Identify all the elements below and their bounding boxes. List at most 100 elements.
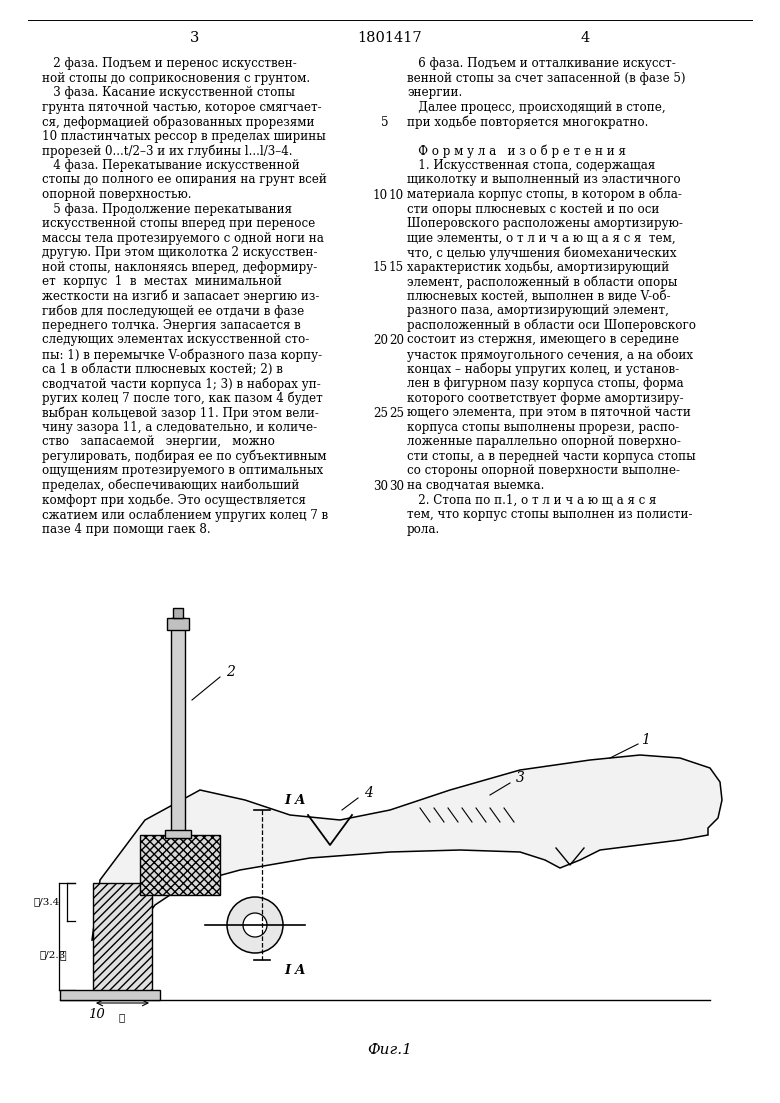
Text: 20: 20 [389,334,404,347]
Text: 4: 4 [363,786,372,800]
Text: на сводчатая выемка.: на сводчатая выемка. [407,479,544,492]
Text: 1801417: 1801417 [358,31,422,45]
Text: рола.: рола. [407,523,440,536]
Text: со стороны опорной поверхности выполне-: со стороны опорной поверхности выполне- [407,464,680,478]
Text: 3: 3 [516,771,524,785]
Bar [171,618,185,838]
Text: 15: 15 [373,261,388,275]
Text: сти стопы, а в передней части корпуса стопы: сти стопы, а в передней части корпуса ст… [407,450,696,463]
Text: искусственной стопы вперед при переносе: искусственной стопы вперед при переносе [42,217,315,231]
Polygon shape [140,835,220,895]
Text: Фиг.1: Фиг.1 [367,1043,413,1057]
Text: ной стопы, наклоняясь вперед, деформиру-: ной стопы, наклоняясь вперед, деформиру- [42,260,317,274]
Text: энергии.: энергии. [407,86,463,99]
Text: гибов для последующей ее отдачи в фазе: гибов для последующей ее отдачи в фазе [42,304,304,318]
Text: ощущениям протезируемого в оптимальных: ощущениям протезируемого в оптимальных [42,464,323,478]
Text: жесткости на изгиб и запасает энергию из-: жесткости на изгиб и запасает энергию из… [42,290,319,303]
Text: 3: 3 [190,31,200,45]
Text: 10: 10 [87,1008,105,1021]
Text: ругих колец 7 после того, как пазом 4 будет: ругих колец 7 после того, как пазом 4 бу… [42,392,323,405]
Text: пы: 1) в перемычке V-образного паза корпу-: пы: 1) в перемычке V-образного паза корп… [42,349,322,362]
Text: участок прямоугольного сечения, а на обоих: участок прямоугольного сечения, а на обо… [407,349,693,362]
Text: при ходьбе повторяется многократно.: при ходьбе повторяется многократно. [407,115,648,129]
Text: 2. Стопа по п.1, о т л и ч а ю щ а я с я: 2. Стопа по п.1, о т л и ч а ю щ а я с я [407,493,657,506]
Text: ℓ/2.3: ℓ/2.3 [40,951,66,960]
Text: состоит из стержня, имеющего в середине: состоит из стержня, имеющего в середине [407,333,679,346]
Text: концах – наборы упругих колец, и установ-: концах – наборы упругих колец, и установ… [407,363,679,376]
Text: 25: 25 [373,407,388,420]
Text: плюсневых костей, выполнен в виде V-об-: плюсневых костей, выполнен в виде V-об- [407,290,671,303]
Text: чину зазора 11, а следовательно, и количе-: чину зазора 11, а следовательно, и колич… [42,420,317,433]
Text: 1: 1 [640,733,650,747]
Text: элемент, расположенный в области опоры: элемент, расположенный в области опоры [407,276,677,289]
Text: которого соответствует форме амортизиру-: которого соответствует форме амортизиру- [407,392,683,405]
Polygon shape [93,884,152,997]
Text: венной стопы за счет запасенной (в фазе 5): венной стопы за счет запасенной (в фазе … [407,72,686,85]
Bar [173,608,183,618]
Text: 10: 10 [373,189,388,202]
Text: 30: 30 [373,480,388,493]
Text: 4: 4 [580,31,590,45]
Text: пазе 4 при помощи гаек 8.: пазе 4 при помощи гаек 8. [42,523,211,536]
Text: лен в фигурном пазу корпуса стопы, форма: лен в фигурном пазу корпуса стопы, форма [407,377,683,390]
Text: характеристик ходьбы, амортизирующий: характеристик ходьбы, амортизирующий [407,260,669,275]
Text: выбран кольцевой зазор 11. При этом вели-: выбран кольцевой зазор 11. При этом вели… [42,406,319,420]
Text: комфорт при ходьбе. Это осуществляется: комфорт при ходьбе. Это осуществляется [42,493,306,507]
Text: ной стопы до соприкосновения с грунтом.: ной стопы до соприкосновения с грунтом. [42,72,310,85]
Text: прорезей 0...t/2–3 и их глубины l...l/3–4.: прорезей 0...t/2–3 и их глубины l...l/3–… [42,144,292,158]
Text: грунта пяточной частью, которое смягчает-: грунта пяточной частью, которое смягчает… [42,100,321,114]
Text: Ф о р м у л а   и з о б р е т е н и я: Ф о р м у л а и з о б р е т е н и я [407,144,626,158]
Text: разного паза, амортизирующий элемент,: разного паза, амортизирующий элемент, [407,304,669,318]
Bar [167,618,189,630]
Text: 15: 15 [389,261,404,275]
Text: ℓ/3.4: ℓ/3.4 [34,898,60,907]
Text: I А: I А [284,964,306,976]
Text: регулировать, подбирая ее по субъективным: регулировать, подбирая ее по субъективны… [42,450,327,463]
Text: 3 фаза. Касание искусственной стопы: 3 фаза. Касание искусственной стопы [42,86,295,99]
Bar [165,829,191,838]
Circle shape [243,913,267,938]
Text: щиколотку и выполненный из эластичного: щиколотку и выполненный из эластичного [407,173,681,186]
Polygon shape [60,990,160,1000]
Text: I А: I А [284,793,306,806]
Text: щие элементы, о т л и ч а ю щ а я с я  тем,: щие элементы, о т л и ч а ю щ а я с я те… [407,232,675,245]
Text: 4 фаза. Перекатывание искусственной: 4 фаза. Перекатывание искусственной [42,159,300,172]
Text: следующих элементах искусственной сто-: следующих элементах искусственной сто- [42,333,309,346]
Text: ет  корпус  1  в  местах  минимальной: ет корпус 1 в местах минимальной [42,276,282,288]
Text: другую. При этом щиколотка 2 искусствен-: другую. При этом щиколотка 2 искусствен- [42,246,317,259]
Text: материала корпус стопы, в котором в обла-: материала корпус стопы, в котором в обла… [407,188,682,202]
Text: 20: 20 [373,334,388,347]
Text: са 1 в области плюсневых костей; 2) в: са 1 в области плюсневых костей; 2) в [42,363,283,375]
Text: сводчатой части корпуса 1; 3) в наборах уп-: сводчатой части корпуса 1; 3) в наборах … [42,377,321,390]
Text: ющего элемента, при этом в пяточной части: ющего элемента, при этом в пяточной част… [407,406,691,419]
Text: массы тела протезируемого с одной ноги на: массы тела протезируемого с одной ноги н… [42,232,324,245]
Text: ℓ: ℓ [119,1013,125,1022]
Text: переднего толчка. Энергия запасается в: переднего толчка. Энергия запасается в [42,319,301,332]
Text: 6 фаза. Подъем и отталкивание искусст-: 6 фаза. Подъем и отталкивание искусст- [407,57,675,69]
Text: ложенные параллельно опорной поверхно-: ложенные параллельно опорной поверхно- [407,436,681,448]
Text: пределах, обеспечивающих наибольший: пределах, обеспечивающих наибольший [42,479,300,492]
Text: 5 фаза. Продолжение перекатывания: 5 фаза. Продолжение перекатывания [42,203,292,215]
Text: ℓ: ℓ [60,951,66,961]
Text: 5: 5 [381,116,388,129]
Text: ся, деформацией образованных прорезями: ся, деформацией образованных прорезями [42,115,314,129]
Text: Шоперовского расположены амортизирую-: Шоперовского расположены амортизирую- [407,217,682,231]
Text: Далее процесс, происходящий в стопе,: Далее процесс, происходящий в стопе, [407,100,665,114]
Text: 30: 30 [389,480,404,493]
Text: корпуса стопы выполнены прорези, распо-: корпуса стопы выполнены прорези, распо- [407,420,679,433]
Text: 10: 10 [389,189,404,202]
Text: 1. Искусственная стопа, содержащая: 1. Искусственная стопа, содержащая [407,159,655,172]
Text: что, с целью улучшения биомеханических: что, с целью улучшения биомеханических [407,246,676,259]
Text: 2: 2 [225,665,235,679]
Text: 10 пластинчатых рессор в пределах ширины: 10 пластинчатых рессор в пределах ширины [42,130,326,142]
Text: сжатием или ослаблением упругих колец 7 в: сжатием или ослаблением упругих колец 7 … [42,508,328,522]
Text: ство   запасаемой   энергии,   можно: ство запасаемой энергии, можно [42,436,275,448]
Text: 2 фаза. Подъем и перенос искусствен-: 2 фаза. Подъем и перенос искусствен- [42,57,296,69]
Polygon shape [92,754,722,940]
Text: стопы до полного ее опирания на грунт всей: стопы до полного ее опирания на грунт вс… [42,173,327,186]
Text: опорной поверхностью.: опорной поверхностью. [42,188,192,201]
Text: расположенный в области оси Шоперовского: расположенный в области оси Шоперовского [407,319,696,332]
Text: 25: 25 [389,407,404,420]
Text: тем, что корпус стопы выполнен из полисти-: тем, что корпус стопы выполнен из полист… [407,508,693,521]
Text: сти опоры плюсневых с костей и по оси: сти опоры плюсневых с костей и по оси [407,203,659,215]
